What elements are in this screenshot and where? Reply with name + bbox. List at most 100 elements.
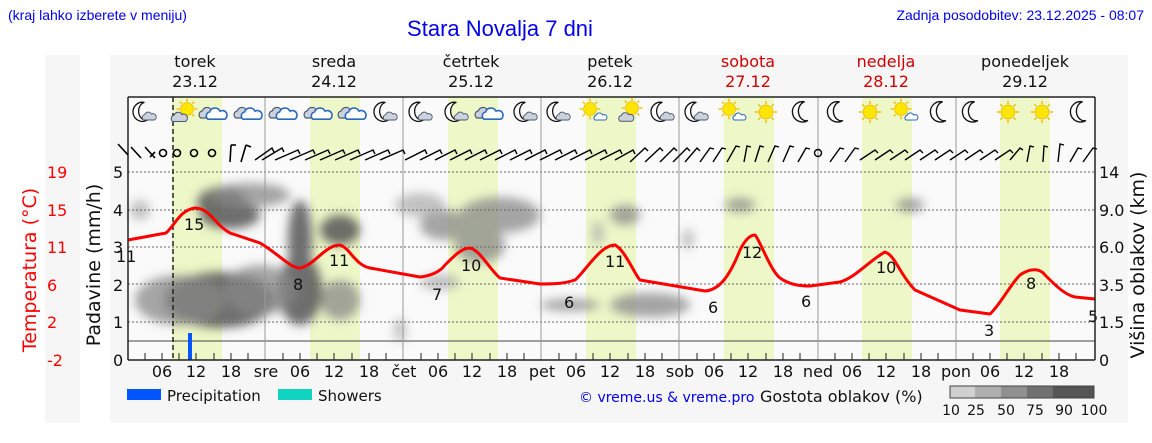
svg-text:-2: -2 bbox=[47, 351, 63, 370]
svg-text:18: 18 bbox=[497, 362, 517, 381]
svg-text:12: 12 bbox=[738, 362, 758, 381]
svg-text:7: 7 bbox=[432, 285, 442, 304]
svg-text:12: 12 bbox=[462, 362, 482, 381]
svg-text:15: 15 bbox=[47, 201, 67, 220]
showers-legend-label: Showers bbox=[318, 387, 382, 405]
precipitation-legend-label: Precipitation bbox=[167, 387, 261, 405]
location-hint[interactable]: (kraj lahko izberete v meniju) bbox=[8, 7, 187, 23]
day-separators bbox=[264, 97, 957, 360]
x-axis-labels: 06 12 18 sre 06 12 18 čet 06 12 18 pet 0… bbox=[152, 362, 1069, 381]
svg-text:sre: sre bbox=[254, 362, 278, 381]
svg-text:100: 100 bbox=[1081, 403, 1108, 419]
svg-text:2: 2 bbox=[47, 313, 57, 332]
svg-text:15: 15 bbox=[184, 215, 204, 234]
svg-text:75: 75 bbox=[1026, 403, 1044, 419]
day-header: nedelja 28.12 bbox=[856, 52, 916, 91]
day-header: četrtek 25.12 bbox=[442, 52, 500, 91]
svg-text:11: 11 bbox=[329, 251, 349, 270]
temperature-curve bbox=[127, 206, 1096, 316]
day-header: ponedeljek 29.12 bbox=[981, 52, 1069, 91]
svg-text:12: 12 bbox=[600, 362, 620, 381]
day-header: petek 26.12 bbox=[587, 52, 633, 91]
svg-text:11: 11 bbox=[47, 238, 67, 257]
svg-text:6: 6 bbox=[47, 276, 57, 295]
svg-text:14: 14 bbox=[1099, 163, 1119, 182]
svg-text:50: 50 bbox=[997, 403, 1015, 419]
page-title: Stara Novalja 7 dni bbox=[407, 16, 593, 41]
gridlines bbox=[128, 171, 1095, 323]
svg-text:11: 11 bbox=[605, 252, 625, 271]
svg-text:06: 06 bbox=[566, 362, 586, 381]
svg-text:10: 10 bbox=[876, 258, 896, 277]
precipitation-legend-swatch bbox=[127, 389, 161, 400]
svg-text:18: 18 bbox=[221, 362, 241, 381]
cloud-density-label: Gostota oblakov (%) bbox=[760, 387, 923, 406]
svg-text:4: 4 bbox=[113, 201, 123, 220]
cloud-density-ticks: 10 25 50 75 90 100 bbox=[942, 403, 1107, 419]
cloud-height-ticks: 14 9.0 6.0 3.5 1.5 0 bbox=[1099, 163, 1124, 370]
svg-text:12: 12 bbox=[1014, 362, 1034, 381]
svg-text:18: 18 bbox=[773, 362, 793, 381]
svg-text:12: 12 bbox=[324, 362, 344, 381]
temperature-axis-label: Temperatura (°C) bbox=[19, 188, 41, 353]
last-updated: Zadnja posodobitev: 23.12.2025 - 08:07 bbox=[896, 7, 1144, 23]
svg-text:čet: čet bbox=[392, 362, 417, 381]
svg-text:6: 6 bbox=[801, 292, 811, 311]
svg-text:ned: ned bbox=[803, 362, 833, 381]
showers-legend-swatch bbox=[278, 389, 312, 400]
svg-text:90: 90 bbox=[1055, 403, 1073, 419]
svg-text:11: 11 bbox=[116, 247, 136, 266]
precip-ticks: 5 4 3 2 1 0 bbox=[113, 163, 123, 370]
svg-text:3: 3 bbox=[113, 238, 123, 257]
svg-text:0: 0 bbox=[113, 351, 123, 370]
day-header: torek 23.12 bbox=[172, 52, 218, 91]
svg-text:12: 12 bbox=[186, 362, 206, 381]
svg-text:06: 06 bbox=[428, 362, 448, 381]
svg-text:06: 06 bbox=[152, 362, 172, 381]
svg-text:10: 10 bbox=[942, 403, 960, 419]
copyright-link: © vreme.us & vreme.pro bbox=[579, 390, 754, 406]
svg-text:3: 3 bbox=[984, 321, 994, 340]
svg-text:6.0: 6.0 bbox=[1099, 238, 1124, 257]
svg-text:19: 19 bbox=[47, 163, 67, 182]
svg-text:06: 06 bbox=[842, 362, 862, 381]
day-header: sreda 24.12 bbox=[311, 52, 357, 91]
cloud-density-scale bbox=[949, 385, 1095, 399]
svg-text:2: 2 bbox=[113, 276, 123, 295]
svg-text:18: 18 bbox=[359, 362, 379, 381]
svg-text:1.5: 1.5 bbox=[1099, 313, 1124, 332]
svg-text:18: 18 bbox=[1049, 362, 1069, 381]
wind-barbs-repeat bbox=[254, 143, 1098, 163]
temperature-ticks: 19 15 11 6 2 -2 bbox=[47, 163, 67, 370]
svg-text:25: 25 bbox=[967, 403, 985, 419]
svg-text:06: 06 bbox=[704, 362, 724, 381]
day-header: sobota 27.12 bbox=[720, 52, 776, 91]
svg-text:9.0: 9.0 bbox=[1099, 201, 1124, 220]
svg-text:pet: pet bbox=[529, 362, 555, 381]
svg-text:sob: sob bbox=[666, 362, 694, 381]
svg-text:8: 8 bbox=[293, 275, 303, 294]
svg-text:1: 1 bbox=[113, 313, 123, 332]
wind-barbs bbox=[117, 143, 252, 163]
svg-text:18: 18 bbox=[911, 362, 931, 381]
svg-text:5: 5 bbox=[113, 163, 123, 182]
temperature-labels: 11 15 8 11 7 10 6 11 6 12 6 10 3 8 5 bbox=[116, 215, 1098, 340]
svg-text:06: 06 bbox=[980, 362, 1000, 381]
temperature-axis-panel bbox=[45, 55, 80, 423]
svg-text:6: 6 bbox=[564, 293, 574, 312]
svg-text:10: 10 bbox=[461, 256, 481, 275]
precip-axis-label: Padavine (mm/h) bbox=[83, 184, 105, 347]
svg-text:6: 6 bbox=[708, 298, 718, 317]
svg-text:06: 06 bbox=[290, 362, 310, 381]
daylight-bands bbox=[172, 97, 1050, 360]
cloud-height-axis-label: Višina oblakov (km) bbox=[1127, 172, 1149, 359]
cloud-density bbox=[130, 183, 924, 342]
svg-text:18: 18 bbox=[635, 362, 655, 381]
hour-ticks bbox=[144, 353, 1077, 360]
svg-text:0: 0 bbox=[1099, 351, 1109, 370]
svg-text:12: 12 bbox=[742, 243, 762, 262]
svg-text:3.5: 3.5 bbox=[1099, 276, 1124, 295]
svg-text:5: 5 bbox=[1088, 307, 1098, 326]
svg-text:pon: pon bbox=[941, 362, 971, 381]
